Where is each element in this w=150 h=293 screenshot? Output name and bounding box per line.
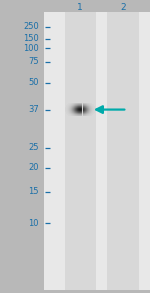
Text: 2: 2 bbox=[120, 3, 126, 12]
Text: 50: 50 bbox=[28, 78, 39, 87]
Bar bbox=[64, 12, 96, 290]
Text: 15: 15 bbox=[28, 187, 39, 196]
Text: 25: 25 bbox=[28, 143, 39, 152]
Text: 150: 150 bbox=[23, 34, 39, 43]
Text: 250: 250 bbox=[23, 23, 39, 31]
Bar bbox=[44, 12, 150, 290]
Bar bbox=[107, 12, 139, 290]
Text: 10: 10 bbox=[28, 219, 39, 228]
Text: 37: 37 bbox=[28, 105, 39, 114]
Text: 1: 1 bbox=[77, 3, 83, 12]
Text: 20: 20 bbox=[28, 163, 39, 172]
Text: 100: 100 bbox=[23, 44, 39, 53]
Text: 75: 75 bbox=[28, 57, 39, 66]
